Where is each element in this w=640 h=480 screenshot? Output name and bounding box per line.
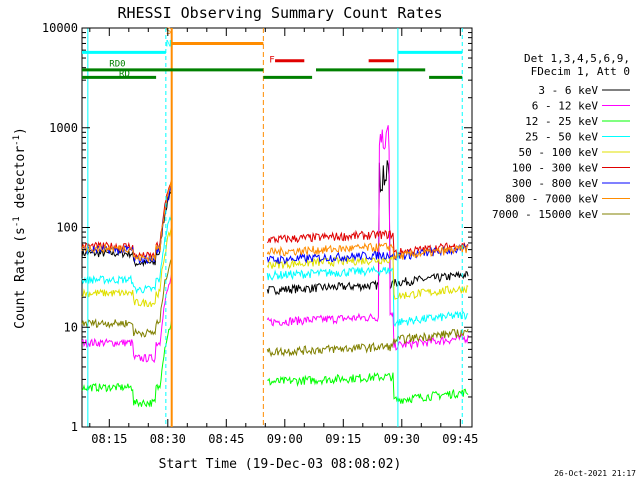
axis-layer: 1 10 100 1000 10000 08:15 08:30 08:45 09:00 09:15… [42, 21, 478, 446]
series-line-5 [81, 226, 469, 308]
data-layer [81, 125, 469, 408]
x-tick-label: 08:30 [150, 432, 186, 446]
series-line-3 [81, 319, 469, 408]
y-tick-label: 10 [64, 320, 78, 334]
legend-header: FDecim 1, Att 0 [531, 65, 630, 78]
series-line-1 [81, 160, 469, 296]
y-tick-label: 1 [71, 420, 78, 434]
legend-label: 300 - 800 keV [512, 177, 598, 190]
x-tick-label: 09:45 [442, 432, 478, 446]
flag-label-rd0: RD0 [109, 60, 125, 70]
series-line-2 [81, 125, 469, 364]
chart-title: RHESSI Observing Summary Count Rates [117, 4, 442, 22]
y-tick-label: 1000 [49, 121, 78, 135]
x-tick-label: 08:45 [208, 432, 244, 446]
legend-label: 800 - 7000 keV [505, 193, 598, 206]
series-line-6 [81, 178, 469, 260]
flag-label-f: F [269, 56, 274, 66]
legend-label: 100 - 300 keV [512, 162, 598, 175]
x-tick-label: 09:30 [384, 432, 420, 446]
legend-label: 3 - 6 keV [538, 84, 598, 97]
legend-label: 12 - 25 keV [525, 115, 598, 128]
y-axis-label-sup2: -1 [12, 135, 22, 146]
x-tick-label: 09:15 [325, 432, 361, 446]
y-axis-label-sup1: -1 [12, 216, 22, 227]
y-tick-label: 10000 [42, 21, 78, 35]
legend: Det 1,3,4,5,6,9,FDecim 1, Att 0 3 - 6 keV… [492, 52, 630, 221]
y-axis-label: Count Rate (s-1 detector-1) [12, 127, 28, 329]
legend-label: 50 - 100 keV [519, 146, 599, 159]
flag-label-n: N [166, 40, 171, 50]
series-line-9 [81, 258, 469, 358]
legend-label: 7000 - 15000 keV [492, 208, 598, 221]
plot-frame [81, 27, 473, 428]
x-tick-label: 09:00 [267, 432, 303, 446]
y-axis-label-main: Count Rate (s [13, 227, 28, 329]
x-axis-label: Start Time (19-Dec-03 08:08:02) [159, 457, 402, 472]
y-axis-label-mid: detector [13, 146, 28, 217]
flag-label-s: S [166, 27, 171, 37]
series-line-7 [81, 185, 469, 265]
legend-label: 25 - 50 keV [525, 131, 598, 144]
series-line-8 [81, 181, 469, 262]
x-tick-label: 08:15 [91, 432, 127, 446]
y-axis-label-end: ) [13, 127, 28, 135]
legend-label: 6 - 12 keV [532, 100, 599, 113]
timestamp: 26-Oct-2021 21:17 [554, 469, 636, 478]
legend-header: Det 1,3,4,5,6,9, [524, 52, 630, 65]
y-tick-label: 100 [56, 221, 78, 235]
flag-label-rd: RD [119, 70, 130, 80]
series-line-4 [81, 212, 469, 327]
